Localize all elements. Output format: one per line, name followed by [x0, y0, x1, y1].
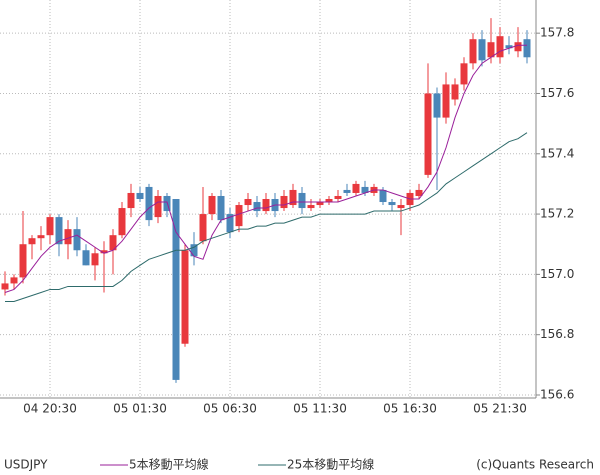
candle-body [1, 283, 9, 290]
x-tick-label: 05 06:30 [203, 402, 257, 416]
candle-body [172, 199, 180, 380]
candle-body [37, 235, 45, 239]
candle-body [262, 199, 270, 212]
candle-body [397, 205, 405, 209]
candle-body [379, 189, 387, 203]
candle-body [217, 195, 225, 221]
candle-body [19, 244, 27, 278]
candle-body [136, 192, 144, 199]
candle-body [298, 192, 306, 209]
candle-body [109, 235, 117, 251]
candle-body [190, 244, 198, 257]
candle-body [496, 36, 504, 58]
x-tick-label: 05 11:30 [293, 402, 347, 416]
legend-label: 5本移動平均線 [129, 457, 209, 472]
candle-body [100, 250, 108, 254]
candle-body [226, 214, 234, 233]
candle-body [316, 202, 324, 206]
candle-body [334, 195, 342, 199]
candle-body [388, 202, 396, 206]
candle-body [244, 199, 252, 206]
y-tick-label: 157.0 [540, 267, 574, 281]
candle-body [469, 39, 477, 64]
ma-line [5, 132, 528, 303]
candle-body [82, 250, 90, 266]
y-tick-label: 157.2 [540, 207, 574, 221]
candle-body [433, 93, 441, 118]
x-tick-label: 05 21:30 [473, 402, 527, 416]
candle-body [487, 42, 495, 58]
candle-body [64, 229, 72, 245]
candle-body [280, 195, 288, 209]
candle-body [118, 208, 126, 236]
candle-body [73, 229, 81, 251]
y-tick-label: 157.6 [540, 86, 574, 100]
x-tick-label: 05 16:30 [383, 402, 437, 416]
candle-body [352, 183, 360, 193]
x-tick-label: 05 01:30 [113, 402, 167, 416]
y-tick-label: 156.6 [540, 387, 574, 401]
candle-body [442, 84, 450, 118]
y-tick-label: 157.8 [540, 26, 574, 40]
candle-body [199, 214, 207, 242]
candle-body [505, 45, 513, 49]
candle-body [343, 189, 351, 193]
candle-body [154, 195, 162, 218]
candle-body [460, 63, 468, 85]
candle-body [208, 195, 216, 215]
candle-body [46, 217, 54, 236]
candle-body [523, 39, 531, 58]
candle-body [55, 217, 63, 245]
candle-body [478, 39, 486, 61]
candle-body [307, 205, 315, 209]
candle-body [145, 186, 153, 221]
candle-body [289, 189, 297, 206]
candle-body [424, 93, 432, 175]
candle-body [325, 199, 333, 203]
candle-body [514, 42, 522, 52]
candle-body [28, 238, 36, 245]
candle-body [127, 192, 135, 209]
candle-body [181, 250, 189, 344]
candle-body [361, 186, 369, 193]
candle-body [91, 253, 99, 266]
candle-body [235, 205, 243, 227]
x-tick-label: 04 20:30 [23, 402, 77, 416]
credit: (c)Quants Research [476, 458, 594, 472]
ma-line [4, 44, 527, 293]
candle-body [415, 189, 423, 196]
symbol: USDJPY [4, 458, 48, 472]
candle-body [451, 84, 459, 100]
y-tick-label: 157.4 [540, 146, 574, 160]
candle-body [253, 202, 261, 212]
candle-body [10, 277, 18, 284]
y-tick-label: 156.8 [540, 327, 574, 341]
legend-label: 25本移動平均線 [287, 457, 374, 472]
